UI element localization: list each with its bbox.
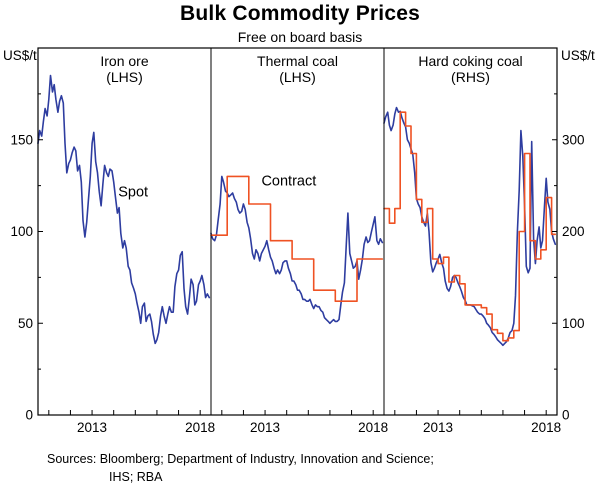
right-axis-tick-label: 100 [562, 316, 585, 331]
sources-line-1: Sources: Bloomberg; Department of Indust… [47, 452, 434, 466]
right-axis-tick-label: 200 [562, 224, 585, 239]
panel-title: Thermal coal [257, 53, 338, 69]
x-axis-year-label: 2013 [423, 420, 453, 435]
right-axis-tick-label: 300 [562, 132, 585, 147]
x-axis-year-label: 2013 [77, 420, 107, 435]
chart-sources: Sources: Bloomberg; Department of Indust… [47, 451, 434, 486]
panel-title: Hard coking coal [418, 53, 522, 69]
chart-subtitle: Free on board basis [237, 29, 363, 45]
series-annotation-contract: Contract [261, 174, 316, 190]
plot-frame [37, 47, 558, 416]
x-axis-year-label: 2018 [185, 420, 215, 435]
panel-title: Iron ore [100, 53, 148, 69]
spot-line-iron-ore [37, 74, 211, 345]
right-axis-tick-label: 0 [562, 408, 570, 423]
x-axis-year-label: 2018 [531, 420, 561, 435]
panel-axis-note: (RHS) [451, 69, 490, 85]
sources-line-2: IHS; RBA [109, 469, 163, 484]
panel-axis-note: (LHS) [106, 69, 143, 85]
x-axis-year-label: 2018 [358, 420, 388, 435]
left-axis-tick-label: 0 [25, 408, 33, 423]
left-axis-unit-label: US$/t [3, 48, 37, 63]
spot-line-thermal-coal [210, 175, 384, 325]
left-axis-tick-label: 50 [18, 316, 33, 331]
right-axis-unit-label: US$/t [561, 48, 595, 63]
x-axis-year-label: 2013 [250, 420, 280, 435]
contract-line-thermal-coal [210, 175, 384, 303]
contract-line-hard-coking-coal [383, 111, 557, 342]
left-axis-tick-label: 150 [10, 132, 33, 147]
series-annotation-spot: Spot [118, 185, 148, 201]
left-axis-tick-label: 100 [10, 224, 33, 239]
panel-axis-note: (LHS) [279, 69, 316, 85]
chart-title: Bulk Commodity Prices [180, 2, 420, 25]
